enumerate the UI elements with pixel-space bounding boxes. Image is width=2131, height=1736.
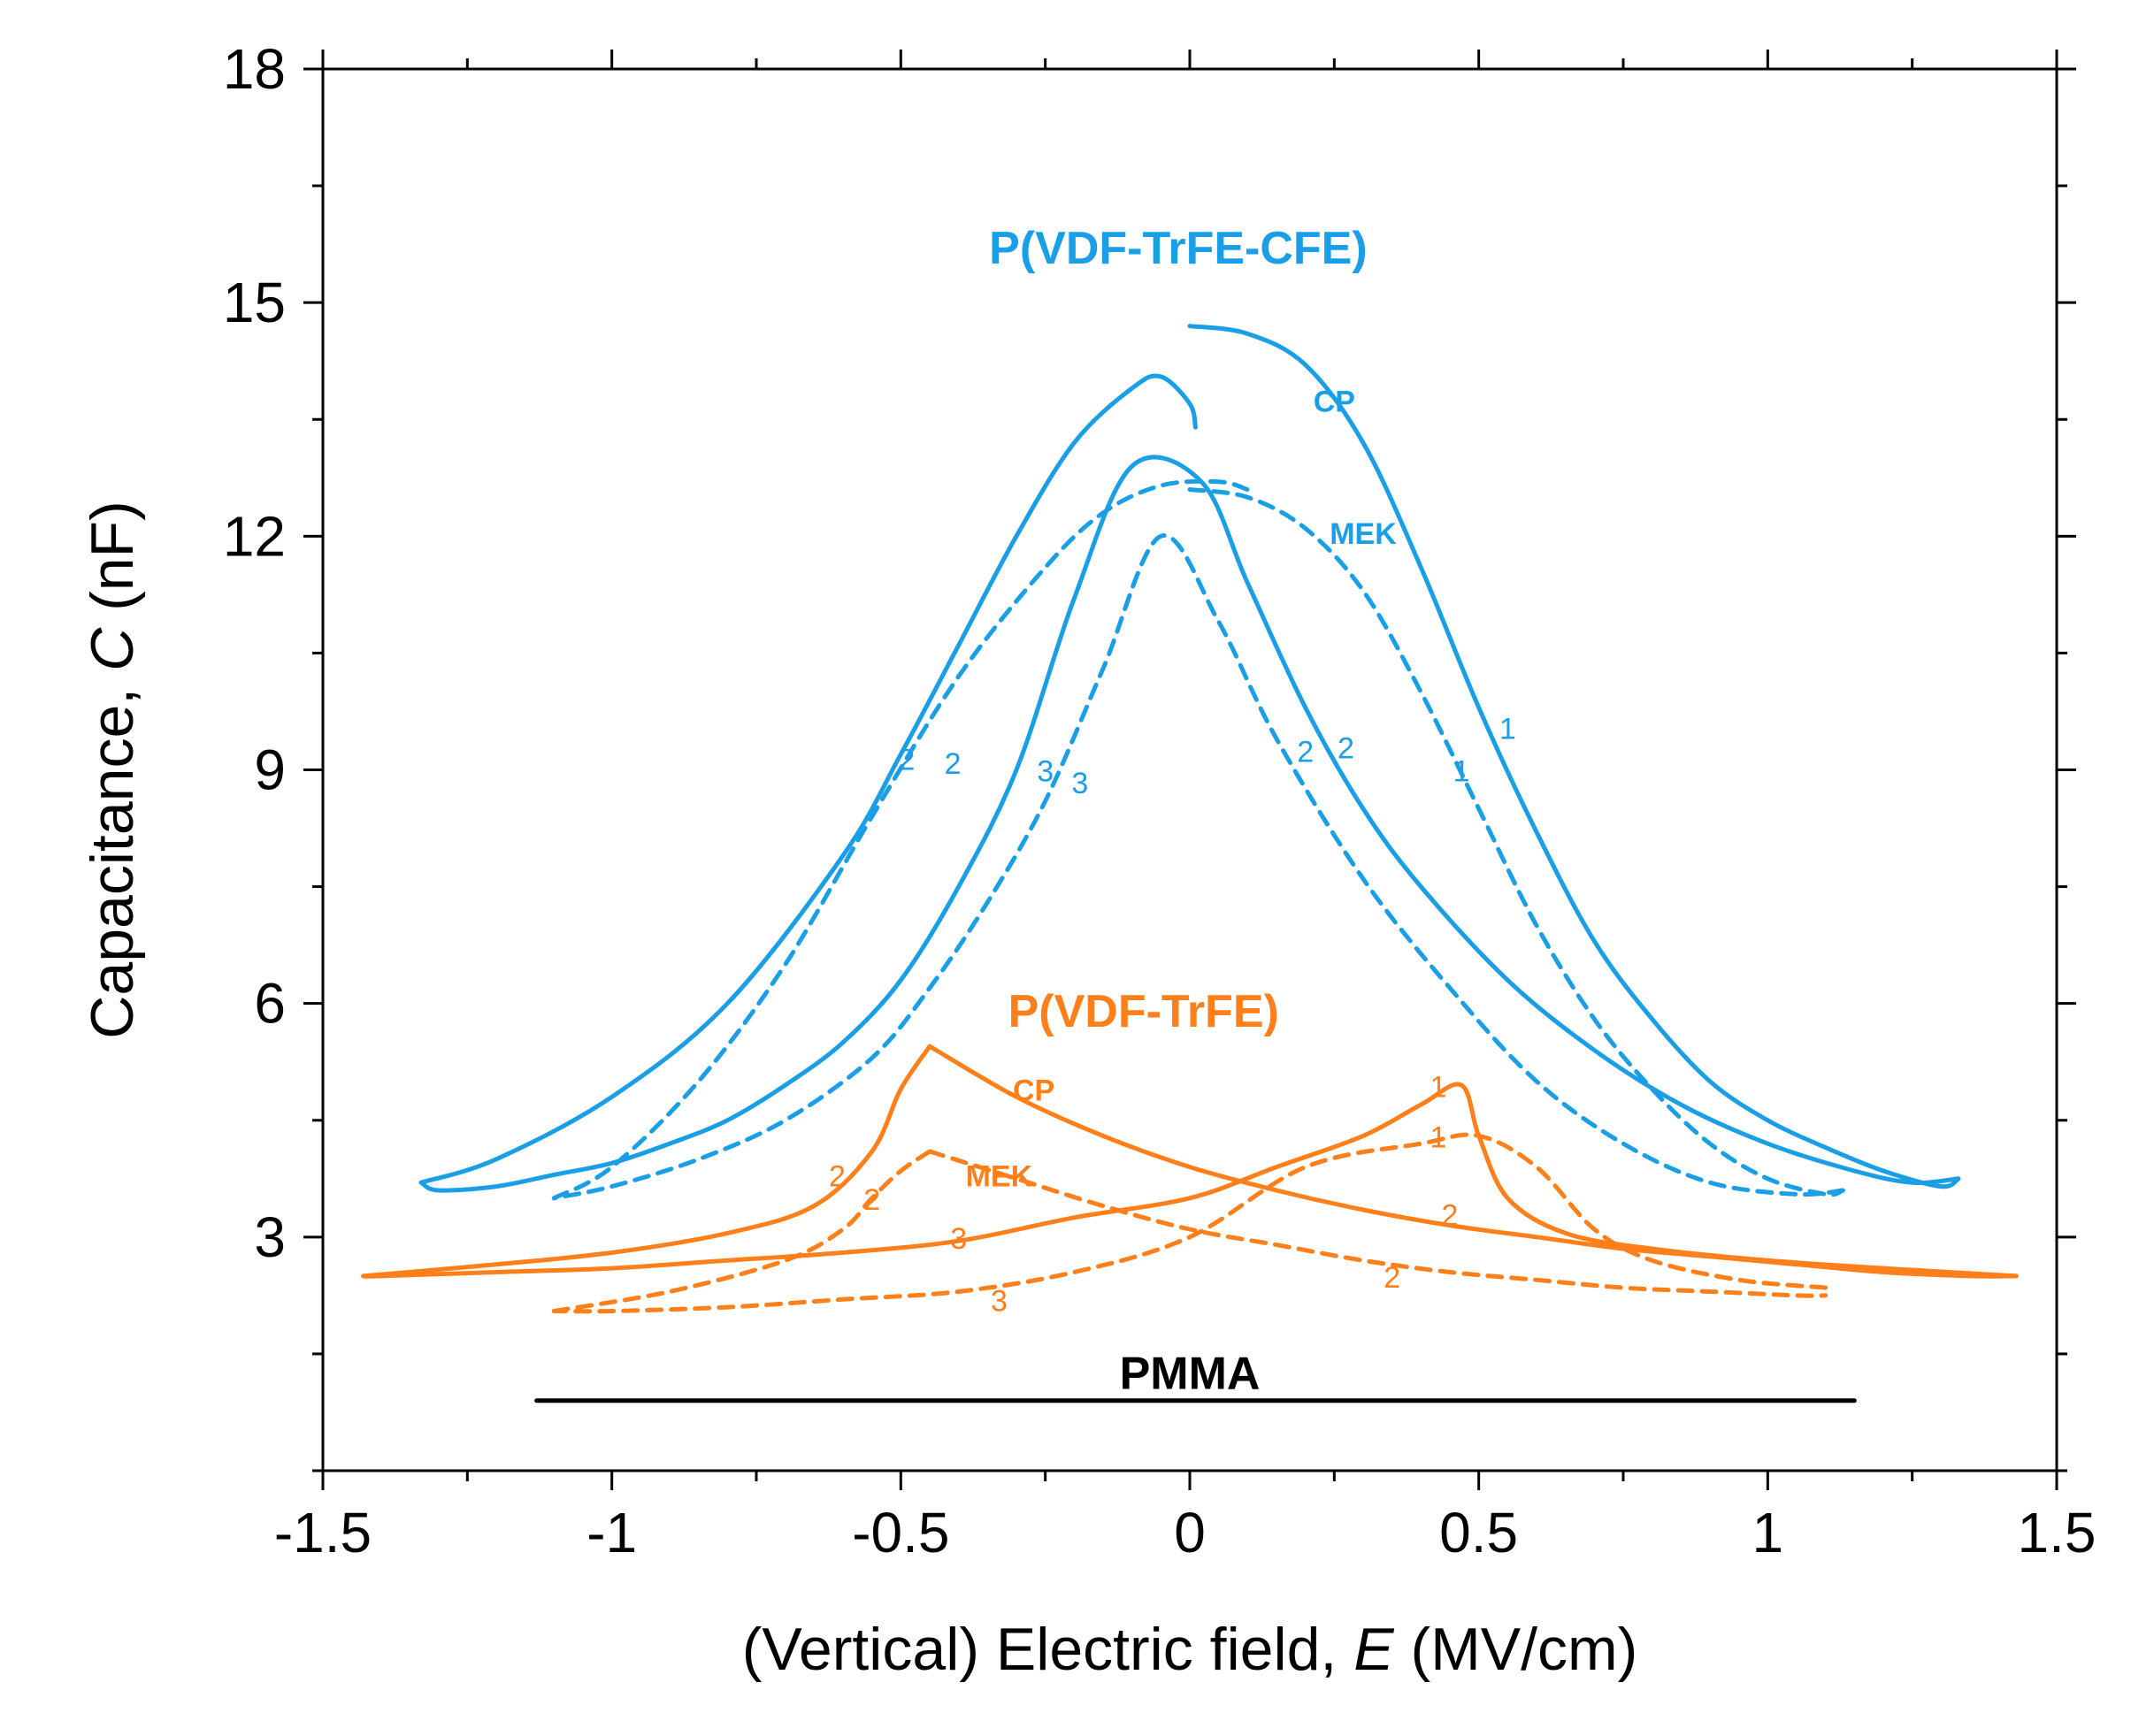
series-line-7: [361, 1082, 2019, 1279]
y-axis-title: Capacitance, C (nF): [79, 501, 146, 1038]
x-tick-label: 1: [1752, 1501, 1784, 1564]
series-line-11: [551, 1149, 932, 1313]
x-axis-title: (Vertical) Electric field, E (MV/cm): [742, 1616, 1638, 1683]
annotation-label: 1: [1499, 712, 1516, 746]
annotation-label: 3: [1037, 755, 1054, 789]
annotation-label: P(VDF-TrFE-CFE): [989, 223, 1368, 274]
annotation-label: 2: [945, 747, 962, 781]
annotation-label: CP: [1314, 385, 1355, 418]
annotation-label: 3: [991, 1284, 1008, 1318]
series-line-4: [551, 533, 1845, 1201]
x-tick-label: -1.5: [274, 1501, 372, 1564]
annotation-label: MEK: [966, 1160, 1033, 1194]
annotation-label: 3: [950, 1222, 967, 1256]
annotation-label: MEK: [1330, 517, 1397, 551]
series-line-0: [1187, 324, 1961, 1189]
annotation-label: 2: [863, 1183, 880, 1217]
series-line-10: [551, 1132, 1828, 1314]
x-tick-label: 1.5: [2018, 1501, 2097, 1564]
y-tick-label: 9: [254, 738, 286, 802]
annotation-label: 3: [1071, 767, 1088, 800]
annotation-label: 2: [1384, 1261, 1400, 1295]
annotation-label: 2: [1297, 736, 1314, 769]
x-tick-label: 0: [1174, 1501, 1206, 1564]
series-line-2: [418, 373, 1198, 1185]
x-tick-label: -0.5: [852, 1501, 949, 1564]
series-line-6: [927, 1044, 2019, 1279]
y-tick-label: 3: [254, 1205, 286, 1269]
series-line-5: [551, 478, 1250, 1201]
x-tick-label: 0.5: [1439, 1501, 1518, 1564]
annotation-label: 2: [898, 744, 915, 777]
annotations: P(VDF-TrFE-CFE) P(VDF-TrFE) PMMA CP MEK CP MEK…: [829, 223, 1516, 1399]
x-tick-label: -1: [586, 1501, 637, 1564]
series-line-8: [361, 1044, 932, 1279]
annotation-label: PMMA: [1120, 1349, 1261, 1400]
annotation-label: 2: [829, 1160, 846, 1194]
plot-series: [361, 324, 2019, 1403]
annotation-label: P(VDF-TrFE): [1008, 986, 1279, 1037]
series-line-9: [927, 1149, 1828, 1298]
series-line-1: [418, 455, 1961, 1193]
annotation-label: 1: [1430, 1121, 1446, 1155]
y-tick-label: 6: [254, 972, 286, 1036]
annotation-label: 2: [1442, 1199, 1459, 1233]
annotation-label: 1: [1430, 1070, 1446, 1104]
annotation-label: CP: [1013, 1074, 1054, 1108]
annotation-label: 2: [1338, 731, 1354, 765]
y-tick-label: 15: [223, 271, 286, 334]
y-tick-label: 18: [223, 37, 286, 101]
y-tick-label: 12: [223, 504, 286, 568]
annotation-label: 1: [1453, 755, 1470, 789]
series-line-3: [1187, 487, 1845, 1197]
